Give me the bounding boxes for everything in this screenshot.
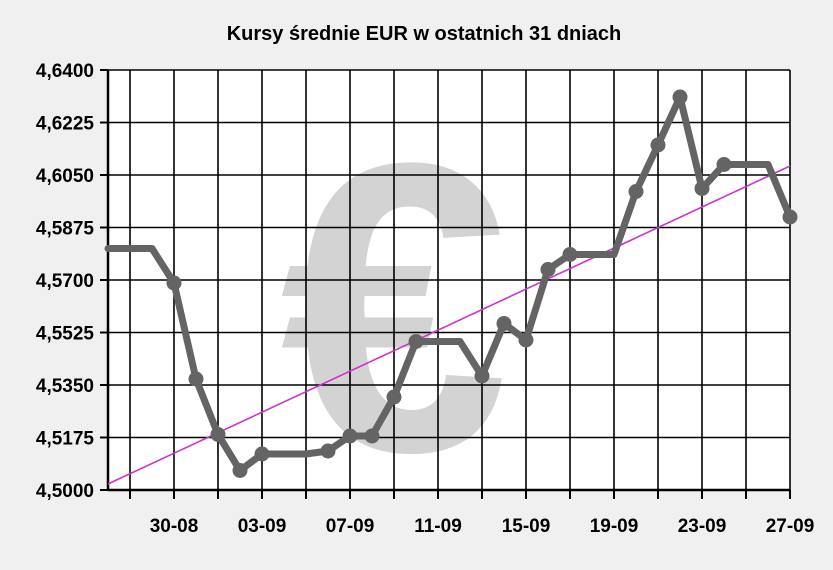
y-tick-label: 4,5000 [36,481,94,502]
x-tick-label: 07-09 [326,516,375,537]
y-tick-label: 4,5350 [36,376,94,397]
data-point [364,428,380,444]
data-point [496,316,512,331]
y-tick-label: 4,6050 [36,166,94,187]
x-tick-label: 19-09 [590,516,639,537]
y-tick-label: 4,6400 [36,61,94,82]
y-tick-label: 4,5875 [36,219,95,240]
data-point [342,428,358,444]
data-point [188,371,204,387]
x-tick-label: 15-09 [502,516,551,537]
chart-title: Kursy średnie EUR w ostatnich 31 dniach [227,23,622,45]
x-tick-label: 03-09 [238,516,287,537]
data-point [474,368,490,384]
x-tick-label: 11-09 [414,516,462,537]
data-point [562,247,578,262]
data-point [782,209,798,225]
data-point [408,334,424,349]
plot-area: €4,50004,51754,53504,55254,57004,58754,6… [36,61,814,538]
data-point [210,427,226,442]
data-point [628,184,644,199]
data-point [672,89,688,105]
data-point [386,389,402,405]
data-point [166,275,182,291]
data-point [716,157,732,172]
data-point [650,137,666,153]
data-point [518,332,534,348]
x-tick-label: 23-09 [678,516,727,537]
y-tick-label: 4,5525 [36,324,95,345]
data-point [694,181,710,196]
data-point [232,463,248,478]
data-point [320,443,336,459]
y-tick-label: 4,5700 [36,271,94,292]
data-point [254,446,270,462]
y-tick-label: 4,6225 [36,114,95,135]
x-tick-label: 27-09 [766,516,815,537]
x-tick-label: 30-08 [150,516,199,537]
data-point [540,262,556,277]
y-tick-label: 4,5175 [36,429,95,450]
